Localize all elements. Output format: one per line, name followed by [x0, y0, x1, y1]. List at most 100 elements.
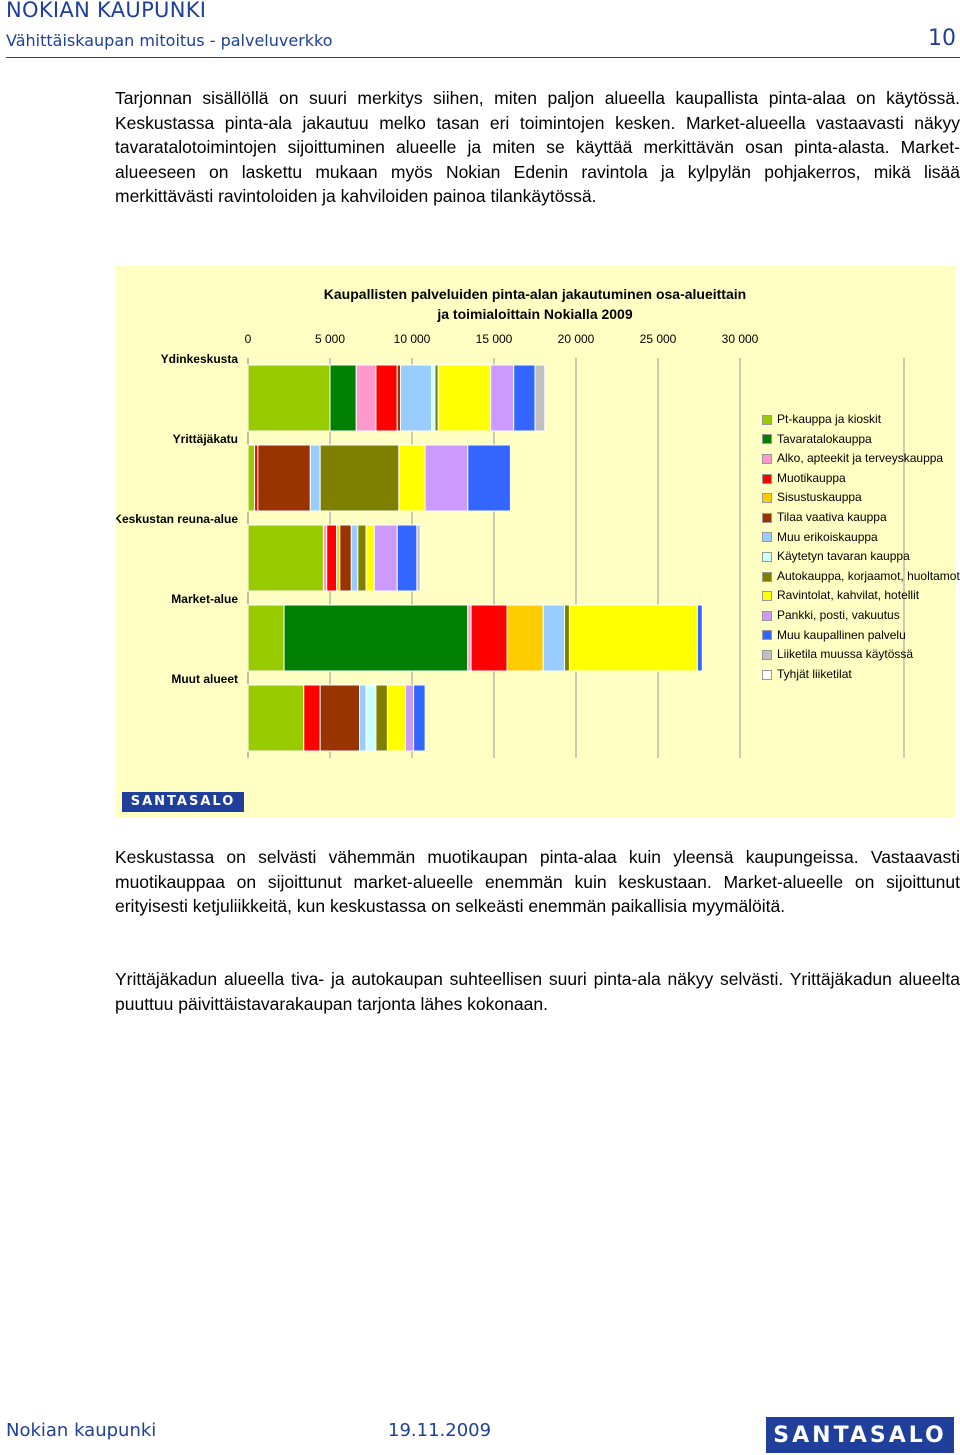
- page-number: 10: [928, 26, 956, 51]
- legend-item: Käytetyn tavaran kauppa: [762, 547, 960, 567]
- bar-segment: [400, 364, 433, 432]
- santasalo-logo: SANTASALO: [766, 1417, 954, 1453]
- category-label: Muut alueet: [171, 672, 238, 686]
- legend-label: Muu erikoiskauppa: [777, 529, 878, 544]
- bar-segment: [247, 524, 324, 592]
- footer-date: 19.11.2009: [388, 1420, 492, 1441]
- bar-segment: [319, 444, 400, 512]
- legend-swatch: [762, 414, 772, 425]
- legend-item: Tyhjät liiketilat: [762, 665, 960, 685]
- bar-segment: [490, 364, 515, 432]
- bar-segment: [696, 604, 703, 672]
- legend-swatch: [762, 571, 772, 582]
- x-tick-label: 15 000: [476, 332, 513, 346]
- legend-item: Alko, apteekit ja terveyskauppa: [762, 449, 960, 469]
- bar-segment: [303, 684, 321, 752]
- bar-segment: [247, 684, 305, 752]
- footer-city: Nokian kaupunki: [6, 1420, 157, 1441]
- legend-item: Muu kaupallinen palvelu: [762, 626, 960, 646]
- paragraph-2: Keskustassa on selvästi vähemmän muotika…: [115, 847, 960, 916]
- legend-label: Muu kaupallinen palvelu: [777, 627, 906, 642]
- bar-segment: [350, 524, 359, 592]
- legend-label: Alko, apteekit ja terveyskauppa: [777, 451, 944, 466]
- bar-segment: [365, 684, 377, 752]
- bar-segment: [568, 604, 698, 672]
- header-title: NOKIAN KAUPUNKI: [6, 0, 207, 22]
- bar-segment: [247, 444, 256, 512]
- category-label: Keskustan reuna-alue: [116, 512, 238, 526]
- legend-item: Autokauppa, korjaamot, huoltamot: [762, 567, 960, 587]
- bar-segment: [564, 604, 570, 672]
- bar-segment: [257, 444, 311, 512]
- bar-segment: [373, 524, 398, 592]
- legend-item: Tilaa vaativa kauppa: [762, 508, 960, 528]
- legend-label: Liiketila muussa käytössä: [777, 647, 914, 662]
- legend-item: Muu erikoiskauppa: [762, 528, 960, 548]
- santasalo-logo-small: SANTASALO: [122, 792, 244, 812]
- bar-segment: [506, 604, 544, 672]
- chart-title-line2: ja toimialoittain Nokialla 2009: [436, 306, 633, 322]
- legend-swatch: [762, 473, 772, 484]
- intro-paragraph: Tarjonnan sisällöllä on suuri merkitys s…: [115, 88, 960, 206]
- legend-label: Autokauppa, korjaamot, huoltamot: [777, 568, 960, 583]
- x-tick-label: 25 000: [640, 332, 677, 346]
- bar-segment: [365, 524, 375, 592]
- bar-segment: [319, 684, 361, 752]
- legend-swatch: [762, 453, 772, 464]
- legend-label: Muotikauppa: [777, 470, 846, 485]
- bar-segment: [283, 604, 469, 672]
- legend-item: Pt-kauppa ja kioskit: [762, 410, 960, 430]
- legend-swatch: [762, 551, 772, 562]
- legend-item: Liiketila muussa käytössä: [762, 645, 960, 665]
- x-tick-label: 10 000: [394, 332, 431, 346]
- bar-segment: [542, 604, 566, 672]
- bar-segment: [437, 364, 492, 432]
- category-label: Market-alue: [171, 592, 238, 606]
- legend-item: Pankki, posti, vakuutus: [762, 606, 960, 626]
- bar-segment: [398, 444, 426, 512]
- bar-segment: [513, 364, 536, 432]
- bar-segment: [375, 364, 398, 432]
- bar-segment: [355, 364, 377, 432]
- area-chart: Kaupallisten palveluiden pinta-alan jaka…: [116, 266, 960, 818]
- legend-label: Pankki, posti, vakuutus: [777, 607, 900, 622]
- legend-swatch: [762, 493, 772, 504]
- legend-swatch: [762, 532, 772, 543]
- x-tick-label: 20 000: [558, 332, 595, 346]
- legend-swatch: [762, 434, 772, 445]
- bar-segment: [404, 684, 415, 752]
- paragraph-3: Yrittäjäkadun alueella tiva- ja autokaup…: [115, 969, 960, 1014]
- legend-item: Tavaratalokauppa: [762, 430, 960, 450]
- bar-segment: [247, 364, 331, 432]
- legend-swatch: [762, 591, 772, 602]
- legend-swatch: [762, 669, 772, 680]
- bar-segment: [467, 444, 511, 512]
- bar-segment: [470, 604, 508, 672]
- bar-segment: [375, 684, 388, 752]
- legend-label: Tavaratalokauppa: [777, 431, 872, 446]
- legend-swatch: [762, 610, 772, 621]
- legend-label: Sisustuskauppa: [777, 490, 862, 505]
- bar-segment: [359, 684, 367, 752]
- legend-label: Käytetyn tavaran kauppa: [777, 549, 910, 564]
- bar-segment: [339, 524, 352, 592]
- chart-title-line1: Kaupallisten palveluiden pinta-alan jaka…: [324, 286, 746, 302]
- legend-item: Ravintolat, kahvilat, hotellit: [762, 586, 960, 606]
- header-subtitle: Vähittäiskaupan mitoitus - palveluverkko: [6, 31, 333, 50]
- bar-segment: [396, 524, 418, 592]
- bar-segment: [424, 444, 469, 512]
- category-label: Ydinkeskusta: [161, 352, 239, 366]
- bar-segment: [357, 524, 367, 592]
- bar-segment: [247, 604, 285, 672]
- legend-item: Muotikauppa: [762, 469, 960, 489]
- bar-segment: [413, 684, 426, 752]
- legend-label: Tyhjät liiketilat: [777, 666, 852, 681]
- legend-swatch: [762, 512, 772, 523]
- chart-canvas: Kaupallisten palveluiden pinta-alan jaka…: [116, 286, 905, 758]
- legend-label: Tilaa vaativa kauppa: [777, 509, 887, 524]
- x-tick-label: 5 000: [315, 332, 345, 346]
- bar-segment: [309, 444, 321, 512]
- legend-label: Ravintolat, kahvilat, hotellit: [777, 588, 920, 603]
- bar-segment: [534, 364, 546, 432]
- x-tick-label: 30 000: [722, 332, 759, 346]
